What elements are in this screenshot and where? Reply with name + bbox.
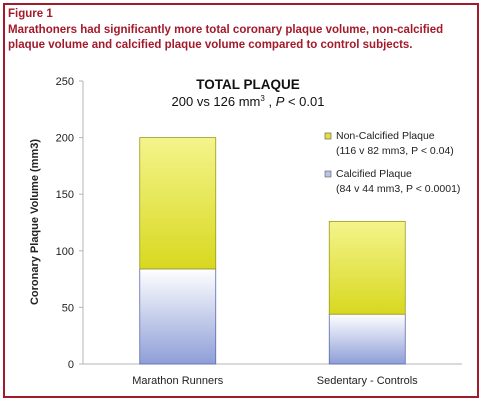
y-tick-label: 100 — [56, 246, 74, 258]
legend-series-note: (84 v 44 mm3, P < 0.0001) — [336, 183, 460, 195]
bar-segment — [328, 313, 406, 365]
legend-series-note: (116 v 82 mm3, P < 0.04) — [336, 145, 454, 157]
chart-legend: Non-Calcified Plaque (116 v 82 mm3, P < 0… — [324, 130, 460, 195]
x-tick-label: Marathon Runners — [132, 375, 224, 387]
chart-labels: TOTAL PLAQUE 200 vs 126 mm3 , P < 0.01 C… — [29, 77, 324, 305]
y-tick-label: 0 — [68, 359, 74, 371]
legend-series-name: Non-Calcified Plaque — [336, 130, 435, 142]
bar-segment — [139, 137, 217, 270]
chart-subtitle: 200 vs 126 mm3 , P < 0.01 — [172, 94, 325, 109]
figure-label: Figure 1 — [8, 8, 53, 20]
x-tick-label: Sedentary - Controls — [317, 375, 418, 387]
y-tick-label: 150 — [56, 189, 74, 201]
chart-title: TOTAL PLAQUE — [196, 77, 300, 92]
bar-segment — [139, 268, 217, 365]
y-axis-title: Coronary Plaque Volume (mm3) — [29, 139, 41, 305]
chart-bars — [139, 137, 406, 365]
legend-series-name: Calcified Plaque — [336, 168, 412, 180]
legend-swatch — [324, 132, 332, 140]
bar-segment — [328, 220, 406, 315]
y-tick-label: 200 — [56, 133, 74, 145]
y-tick-label: 250 — [56, 76, 74, 88]
figure-caption: Marathoners had significantly more total… — [8, 24, 444, 51]
y-tick-label: 50 — [62, 302, 74, 314]
legend-swatch — [324, 170, 332, 178]
